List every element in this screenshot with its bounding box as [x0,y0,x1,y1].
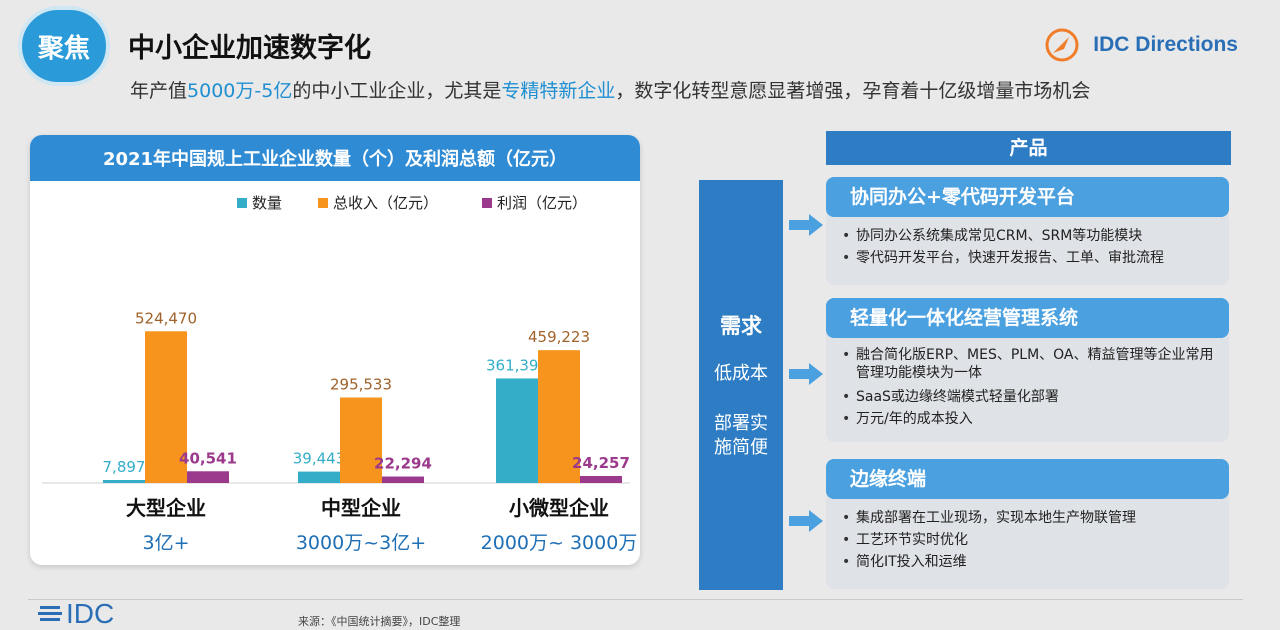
legend-label: 数量 [252,194,282,212]
idc-logo-text: IDC [66,598,115,629]
product-box: 协同办公+零代码开发平台 协同办公系统集成常见CRM、SRM等功能模块 零代码开… [826,177,1229,285]
data-label: 39,443 [293,450,346,468]
arrow-right-icon [789,510,823,532]
data-label: 22,294 [374,455,432,473]
page-title: 中小企业加速数字化 [128,33,371,64]
arrow-right-icon [789,214,823,236]
bar-chart: 数量 总收入（亿元） 利润（亿元） 7,897 524,470 40,541 大型企业 3亿+… [42,194,638,554]
category-sublabel: 2000万~ 3000万 [481,532,638,554]
bar [103,480,145,483]
subtitle-part: 年产值 [130,80,188,102]
bullet-item: 简化IT投入和运维 [842,551,1219,573]
demand-item: 低成本 [714,363,768,384]
bullet-item: 集成部署在工业现场，实现本地生产物联管理 [842,507,1219,529]
data-label: 40,541 [179,449,237,467]
product-bullets: 集成部署在工业现场，实现本地生产物联管理 工艺环节实时优化 简化IT投入和运维 [826,499,1229,573]
arrow-right-icon [789,363,823,385]
bar [145,331,187,483]
category-label: 小微型企业 [509,496,609,520]
bar [496,378,538,483]
idc-directions-logo: IDC Directions [1045,28,1238,62]
legend-label: 利润（亿元） [497,194,587,212]
bullet-item: 融合简化版ERP、MES、PLM、OA、精益管理等企业常用管理功能模块为一体 [842,346,1219,382]
bar [382,476,424,483]
legend-swatch [482,198,492,208]
bullet-item: 零代码开发平台，快速开发报告、工单、审批流程 [842,247,1219,269]
brand-text: IDC Directions [1093,33,1238,56]
idc-logo: IDC [38,598,114,630]
category-sublabel: 3亿+ [142,532,189,554]
subtitle-part: 的中小工业企业，尤其是 [292,80,502,102]
bullet-item: 工艺环节实时优化 [842,529,1219,551]
data-label: 459,223 [528,328,590,346]
category-label: 中型企业 [321,496,401,520]
source-note: 来源：《中国统计摘要》，IDC整理 [298,615,461,628]
legend-label: 总收入（亿元） [333,194,438,212]
subtitle-highlight: 专精特新企业 [501,80,616,102]
bar [298,471,340,483]
data-label: 295,533 [330,376,392,394]
demand-item: 部署实施简便 [714,413,768,458]
bullet-item: 协同办公系统集成常见CRM、SRM等功能模块 [842,225,1219,247]
demand-title: 需求 [720,314,762,338]
chart-card: 2021年中国规上工业企业数量（个）及利润总额（亿元） 数量 总收入（亿元） 利润（… [30,135,640,565]
page-subtitle: 年产值5000万-5亿的中小工业企业，尤其是专精特新企业，数字化转型意愿显著增强… [130,76,1090,103]
bar [538,350,580,483]
bar [580,475,622,483]
compass-icon [1045,28,1079,62]
data-label: 524,470 [135,309,197,327]
demand-panel: 需求 低成本 部署实施简便 [699,180,783,590]
idc-stripes-icon [38,606,62,621]
bullet-item: SaaS或边缘终端模式轻量化部署 [842,386,1219,408]
legend-swatch [237,198,247,208]
category-label: 大型企业 [126,496,206,520]
product-title: 协同办公+零代码开发平台 [826,177,1229,217]
subtitle-part: ，数字化转型意愿显著增强，孕育着十亿级增量市场机会 [615,80,1091,102]
bar [187,471,229,483]
badge-text: 聚焦 [37,33,90,64]
data-label: 361,392 [486,356,548,374]
product-title: 边缘终端 [826,459,1229,499]
bullet-item: 万元/年的成本投入 [842,408,1219,430]
subtitle-highlight: 5000万-5亿 [187,80,293,102]
product-box: 边缘终端 集成部署在工业现场，实现本地生产物联管理 工艺环节实时优化 简化IT投… [826,459,1229,589]
category-sublabel: 3000万~3亿+ [296,532,426,554]
products-header: 产品 [826,131,1231,165]
bar [340,397,382,483]
product-bullets: 协同办公系统集成常见CRM、SRM等功能模块 零代码开发平台，快速开发报告、工单… [826,217,1229,269]
legend-swatch [318,198,328,208]
product-box: 轻量化一体化经营管理系统 融合简化版ERP、MES、PLM、OA、精益管理等企业… [826,298,1229,442]
chart-title: 2021年中国规上工业企业数量（个）及利润总额（亿元） [30,135,640,181]
data-label: 24,257 [572,454,630,472]
footer-divider [28,599,1243,600]
focus-badge: 聚焦 [18,6,110,86]
product-title: 轻量化一体化经营管理系统 [826,298,1229,338]
data-label: 7,897 [103,458,146,476]
product-bullets: 融合简化版ERP、MES、PLM、OA、精益管理等企业常用管理功能模块为一体 S… [826,338,1229,430]
